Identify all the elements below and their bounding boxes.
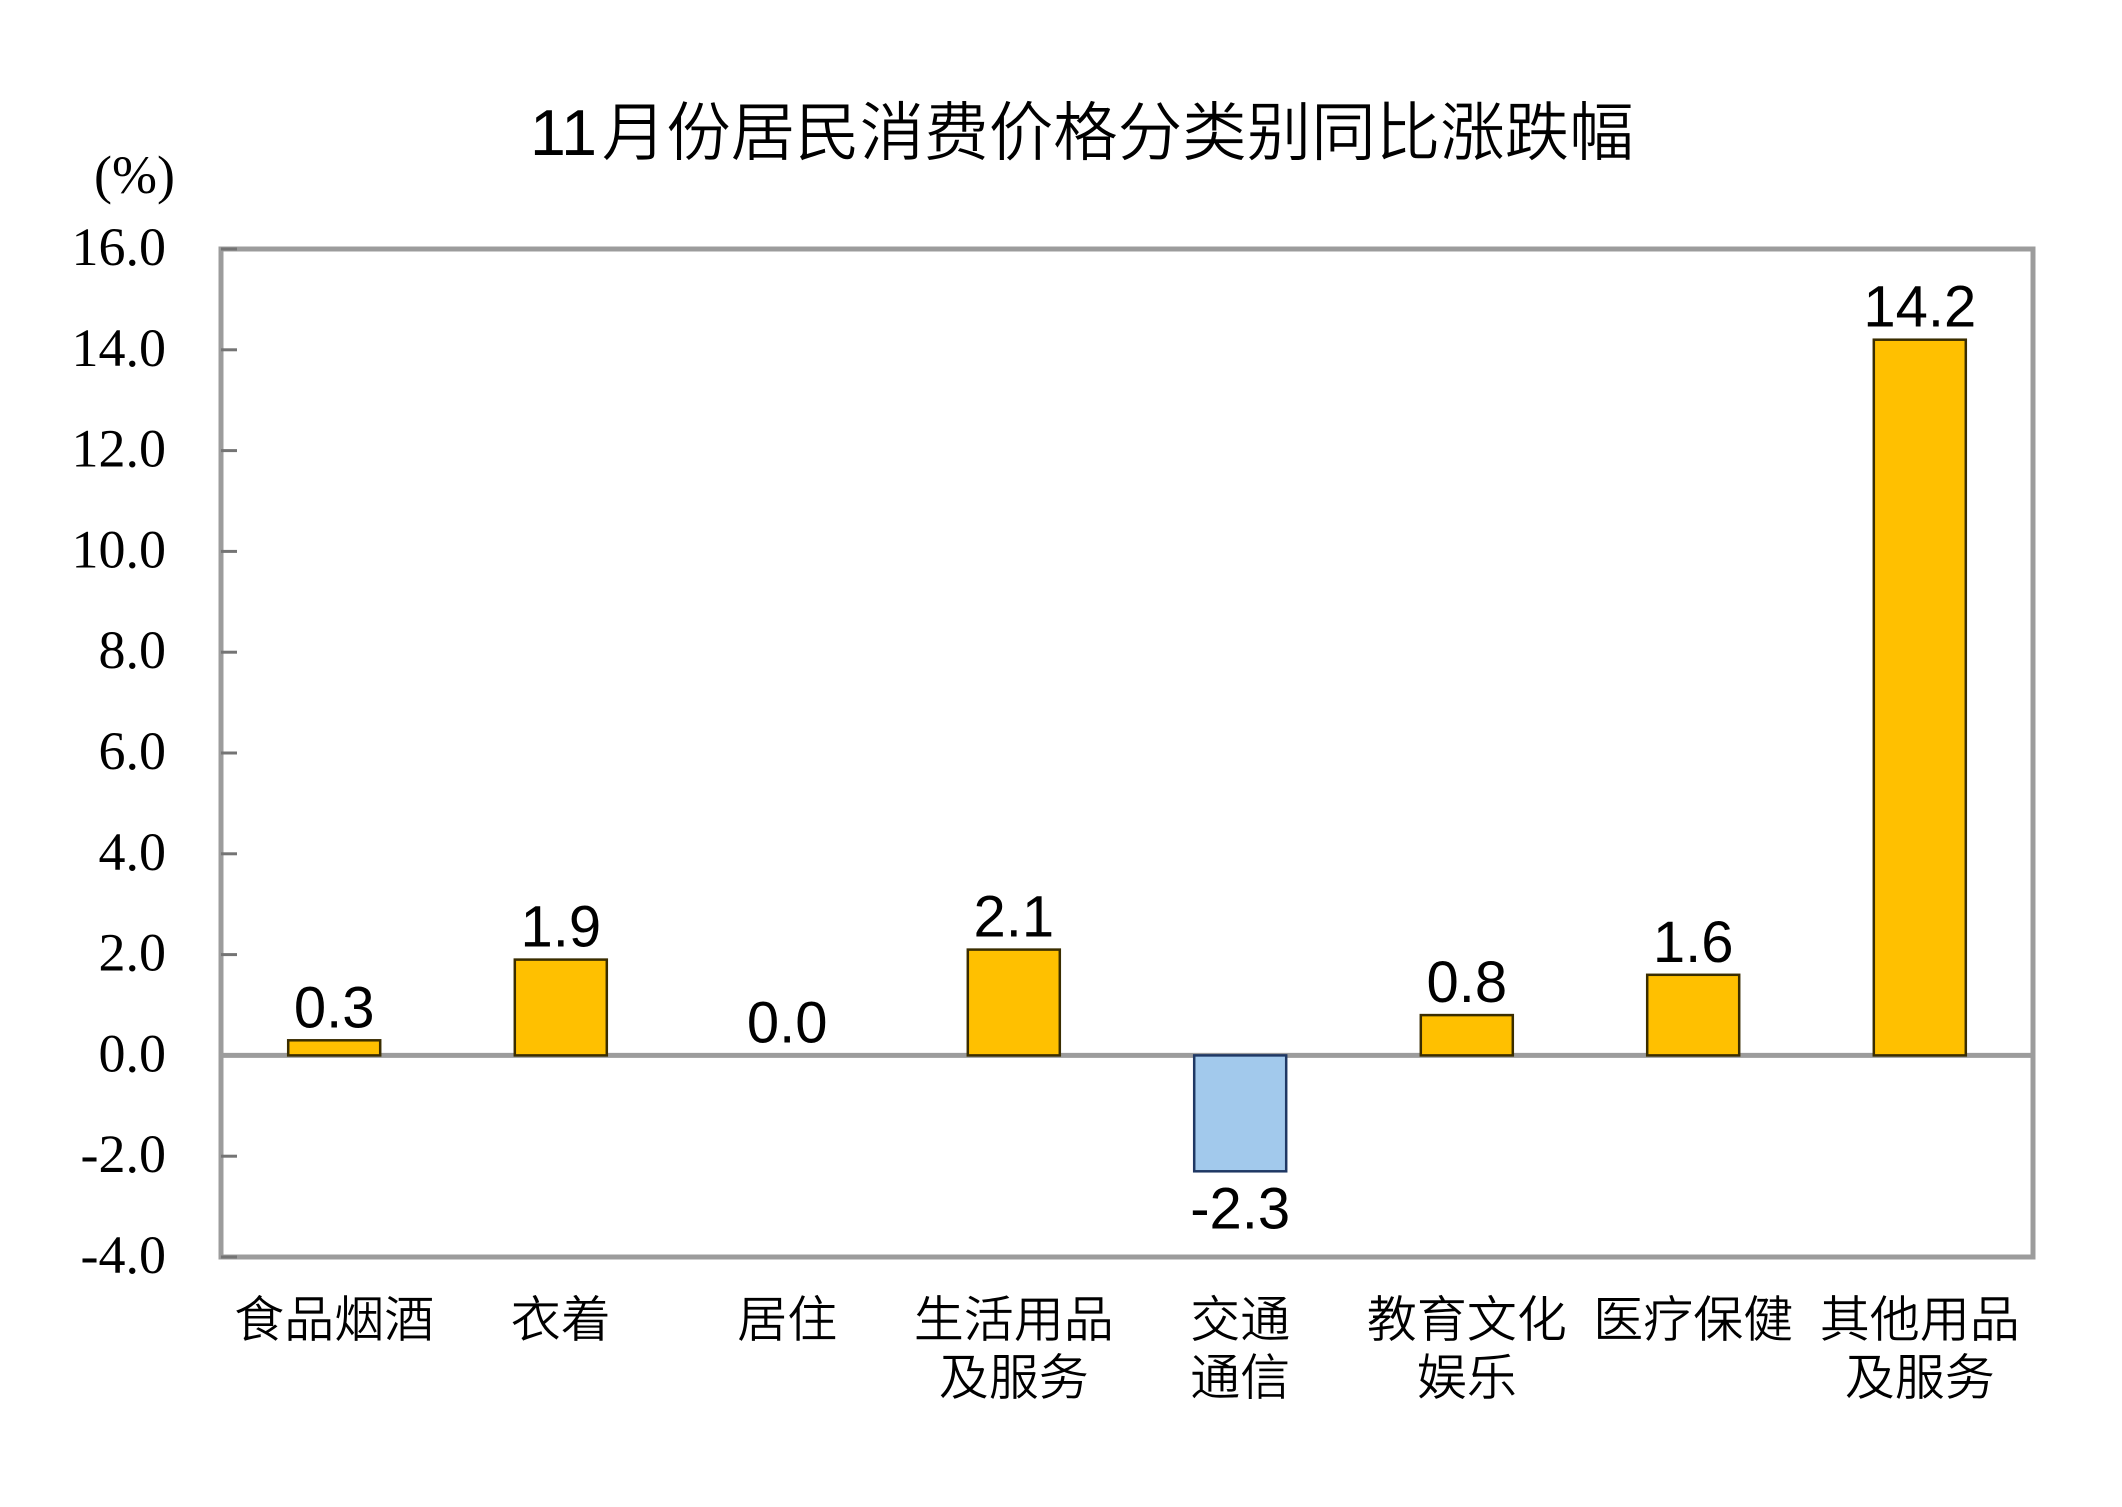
- svg-text:10.0: 10.0: [72, 519, 167, 579]
- svg-text:12.0: 12.0: [72, 419, 167, 479]
- svg-text:1.6: 1.6: [1653, 910, 1734, 975]
- svg-text:8.0: 8.0: [99, 620, 167, 680]
- svg-text:16.0: 16.0: [72, 217, 167, 277]
- svg-text:-2.3: -2.3: [1190, 1176, 1290, 1241]
- svg-text:-4.0: -4.0: [81, 1225, 166, 1285]
- svg-text:11: 11: [530, 97, 597, 169]
- svg-text:14.0: 14.0: [72, 318, 167, 378]
- svg-text:1.9: 1.9: [520, 895, 601, 960]
- svg-text:0.0: 0.0: [747, 990, 828, 1055]
- svg-text:2.1: 2.1: [973, 885, 1054, 950]
- svg-text:0.0: 0.0: [99, 1023, 167, 1083]
- svg-text:14.2: 14.2: [1863, 275, 1976, 340]
- svg-text:0.8: 0.8: [1426, 950, 1507, 1015]
- svg-text:0.3: 0.3: [294, 975, 375, 1040]
- svg-text:-2.0: -2.0: [81, 1124, 166, 1184]
- svg-text:6.0: 6.0: [99, 721, 167, 781]
- svg-text:(%): (%): [94, 145, 175, 205]
- svg-text:4.0: 4.0: [99, 822, 167, 882]
- svg-text:2.0: 2.0: [99, 923, 167, 983]
